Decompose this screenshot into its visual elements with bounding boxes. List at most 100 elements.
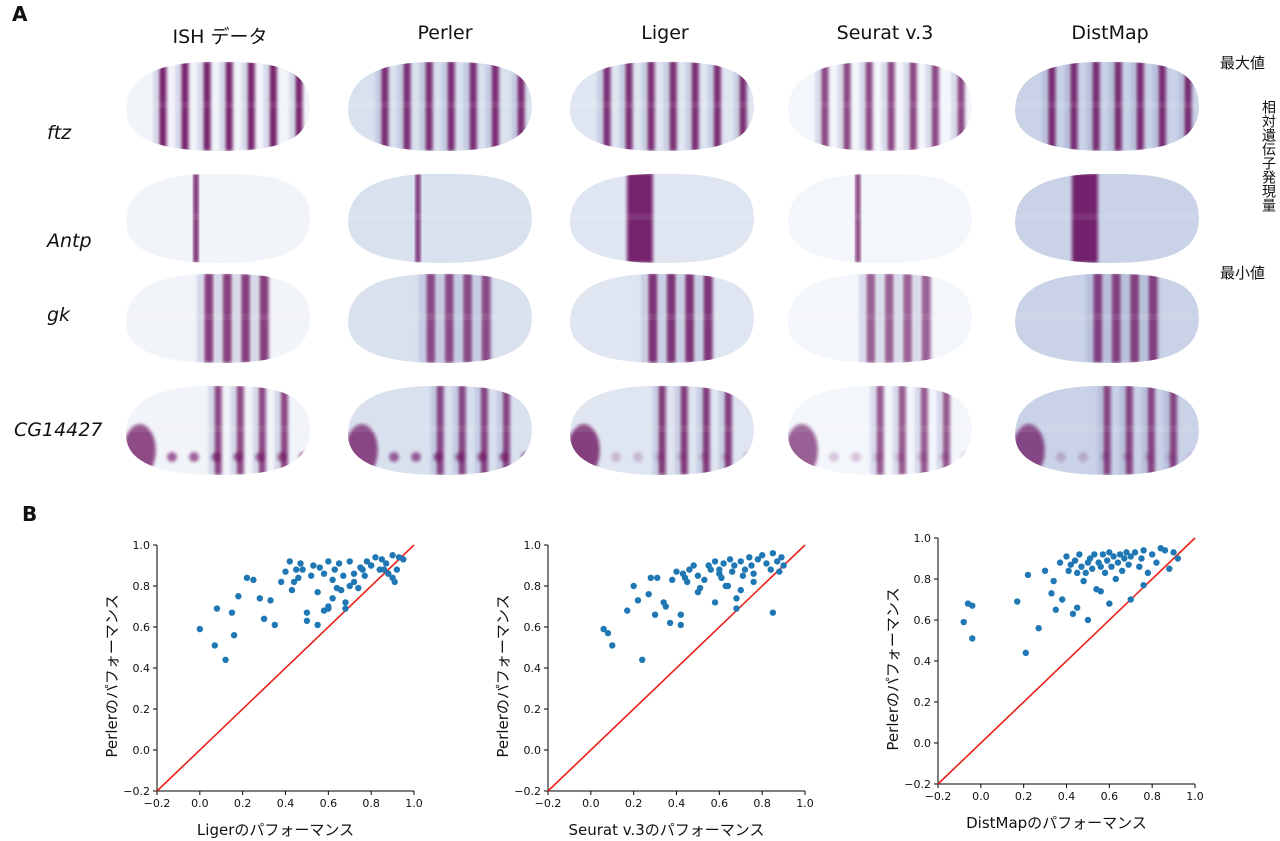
gene-label-ftz: ftz [47, 122, 72, 144]
y-tick-label: 0.8 [914, 573, 932, 586]
data-point [673, 568, 680, 575]
data-point [310, 562, 317, 569]
panel-b-letter: B [22, 502, 38, 526]
scatter-plot-3: −0.2−0.2 0.0 0.0 0.2 0.2 0.4 0.4 0.6 0.6 0.8 0.8 1.… [884, 532, 1204, 832]
data-point [346, 558, 353, 565]
data-point [256, 595, 263, 602]
embryo-cg14427-seurat [788, 385, 972, 475]
y-tick-label: 0.8 [524, 580, 542, 593]
data-point [1121, 555, 1128, 562]
y-tick-label: 0.2 [133, 703, 151, 716]
data-point [288, 586, 296, 594]
data-point [213, 605, 221, 612]
data-point [711, 599, 719, 606]
data-point [329, 595, 336, 602]
data-point [297, 560, 304, 567]
data-point [741, 566, 749, 573]
data-point [1076, 551, 1083, 558]
scatter-plot-1: −0.2−0.2 0.0 0.0 0.2 0.2 0.4 0.4 0.6 0.6 0.8 0.8 1.… [103, 539, 423, 839]
data-point [651, 611, 659, 618]
embryo-antp-ish [126, 173, 310, 263]
y-tick-label: 0.0 [914, 737, 932, 750]
x-tick-label: 0.0 [582, 797, 600, 810]
data-point [1166, 565, 1173, 572]
embryo-gk-distmap [1015, 273, 1199, 363]
column-header-distmap: DistMap [1071, 22, 1149, 44]
data-point [769, 550, 777, 557]
data-point [773, 558, 781, 565]
data-point [295, 574, 302, 581]
x-tick-label: −0.2 [144, 797, 171, 810]
data-point [694, 572, 702, 579]
data-point [1140, 581, 1147, 589]
data-point [647, 574, 654, 581]
y-axis-label: Perlerのパフォーマンス [884, 587, 902, 750]
data-point [267, 597, 274, 604]
y-tick-label: 0.2 [914, 696, 932, 709]
data-point [1161, 547, 1169, 554]
column-header-perler: Perler [417, 22, 473, 44]
data-point [282, 568, 289, 575]
data-point [724, 582, 732, 590]
embryo-antp-distmap [1015, 173, 1199, 263]
data-point [654, 574, 661, 581]
data-point [1108, 563, 1115, 570]
data-point [666, 619, 674, 627]
data-point [1078, 563, 1085, 570]
data-point [701, 576, 708, 584]
data-point [361, 572, 368, 579]
data-point [969, 602, 976, 609]
data-point [355, 584, 362, 592]
data-point [1136, 563, 1143, 570]
data-point [1059, 596, 1066, 603]
data-point [1148, 551, 1156, 558]
y-tick-label: 0.4 [133, 662, 151, 675]
scatter-plot-2: −0.2−0.2 0.0 0.0 0.2 0.2 0.4 0.4 0.6 0.6 0.8 0.8 1.… [494, 539, 814, 839]
embryo-gk-perler [348, 273, 532, 363]
data-point [286, 558, 293, 565]
data-point [624, 607, 631, 614]
data-point [329, 576, 336, 584]
data-point [1097, 563, 1104, 570]
x-tick-label: 1.0 [405, 797, 423, 810]
data-point [1050, 577, 1057, 585]
x-tick-label: 1.0 [796, 797, 814, 810]
y-tick-label: 1.0 [133, 539, 151, 552]
data-point [1035, 625, 1042, 632]
embryo-antp-liger [570, 173, 754, 263]
data-point [382, 560, 390, 567]
data-point [686, 566, 693, 573]
embryo-cg14427-distmap [1015, 385, 1199, 475]
column-header-seurat: Seurat v.3 [836, 22, 934, 44]
x-tick-label: 0.6 [711, 797, 729, 810]
data-point [372, 554, 379, 561]
data-point [1127, 553, 1134, 560]
data-point [645, 591, 652, 598]
embryo-cg14427-perler [348, 385, 532, 475]
data-point [1084, 616, 1092, 624]
data-point [677, 611, 684, 618]
x-tick-label: 0.8 [362, 797, 380, 810]
y-axis-label: Perlerのパフォーマンス [494, 594, 512, 757]
data-point [748, 562, 755, 569]
data-point [769, 609, 777, 616]
embryo-ftz-liger [570, 61, 754, 152]
data-point [778, 554, 785, 561]
y-tick-label: 0.6 [524, 621, 542, 634]
colorbar-max-label: 最大値 [1220, 54, 1266, 72]
data-point [320, 607, 328, 614]
data-point [363, 558, 371, 565]
data-point [299, 566, 306, 573]
embryo-grid [126, 61, 1199, 475]
x-tick-label: 0.6 [320, 797, 338, 810]
data-point [1114, 559, 1122, 566]
data-point [260, 615, 268, 622]
data-point [1131, 549, 1139, 556]
data-point [389, 552, 396, 559]
data-point [350, 570, 358, 577]
data-point [1101, 569, 1109, 577]
embryo-ftz-distmap [1015, 61, 1199, 152]
embryo-ftz-perler [348, 61, 532, 152]
data-point [389, 574, 396, 581]
x-tick-label: 1.0 [1186, 790, 1204, 803]
